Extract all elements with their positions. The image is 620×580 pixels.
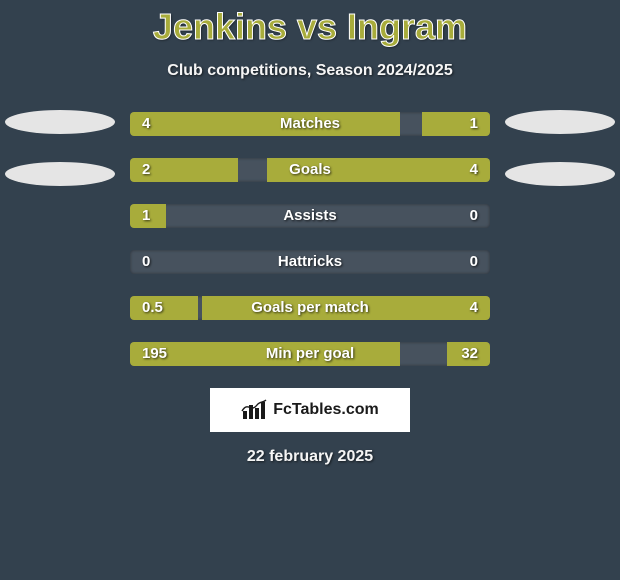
left-player-badge: [5, 162, 115, 186]
stat-row: 0 0Hattricks: [0, 250, 620, 274]
right-value: 0: [470, 250, 478, 274]
date-label: 22 february 2025: [0, 448, 620, 466]
bars-icon: [241, 399, 267, 421]
bar-left-fill: [130, 296, 198, 320]
left-value: 0.5: [142, 296, 163, 320]
left-value: 4: [142, 112, 150, 136]
bar-right-fill: [422, 112, 490, 136]
stat-label: Hattricks: [130, 250, 490, 274]
left-player-badge: [5, 110, 115, 134]
logo-box: FcTables.com: [210, 388, 410, 432]
bar-track: 1 0Assists: [130, 204, 490, 228]
left-value: 195: [142, 342, 167, 366]
stat-row: 0.54Goals per match: [0, 296, 620, 320]
bar-track: 0.54Goals per match: [130, 296, 490, 320]
bar-track: 19532Min per goal: [130, 342, 490, 366]
bar-track: 41Matches: [130, 112, 490, 136]
right-value: 4: [470, 296, 478, 320]
comparison-chart: 41Matches24Goals10Assists00Hattricks0.54…: [0, 112, 620, 366]
left-value: 0: [142, 250, 150, 274]
bar-left-fill: [130, 342, 400, 366]
right-value: 1: [470, 112, 478, 136]
bar-right-fill: [267, 158, 490, 182]
logo-text: FcTables.com: [273, 401, 379, 419]
stat-row: 19532Min per goal: [0, 342, 620, 366]
page-title: Jenkins vs Ingram: [0, 0, 620, 48]
stat-row: 24Goals: [0, 158, 620, 182]
right-player-badge: [505, 110, 615, 134]
stat-row: 41Matches: [0, 112, 620, 136]
bar-left-fill: [130, 112, 400, 136]
right-player-badge: [505, 162, 615, 186]
stat-label: Assists: [130, 204, 490, 228]
right-value: 4: [470, 158, 478, 182]
stat-row: 1 0Assists: [0, 204, 620, 228]
right-value: 0: [470, 204, 478, 228]
bar-track: 24Goals: [130, 158, 490, 182]
page-subtitle: Club competitions, Season 2024/2025: [0, 62, 620, 80]
bar-right-fill: [202, 296, 490, 320]
bar-track: 0 0Hattricks: [130, 250, 490, 274]
left-value: 2: [142, 158, 150, 182]
left-value: 1: [142, 204, 150, 228]
right-value: 32: [461, 342, 478, 366]
